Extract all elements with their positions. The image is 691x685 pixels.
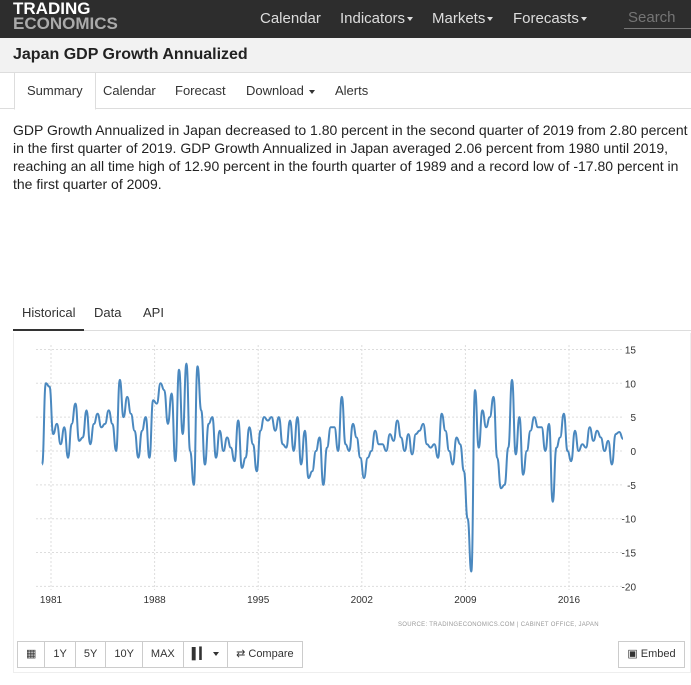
title-bar: Japan GDP Growth Annualized [0, 38, 691, 73]
y-tick-label: -5 [627, 481, 636, 492]
date-picker-button[interactable]: ▦ [18, 642, 46, 667]
y-tick-label: 0 [630, 447, 636, 458]
chart-toolbar: ▦ 1Y 5Y 10Y MAX ▌▎ ⇄ Compare [17, 641, 303, 668]
y-tick-label: 10 [625, 379, 637, 390]
bar-chart-icon: ▌▎ [191, 648, 209, 660]
caret-down-icon [407, 17, 414, 22]
tab-data[interactable]: Data [94, 305, 122, 320]
tab-historical[interactable]: Historical [13, 298, 85, 331]
compare-label: Compare [248, 648, 294, 660]
y-tick-label: -20 [622, 582, 637, 593]
y-tick-label: 5 [630, 413, 636, 424]
tab-forecast[interactable]: Forecast [175, 83, 226, 98]
x-tick-label: 2002 [351, 595, 374, 606]
compare-button[interactable]: ⇄ Compare [228, 642, 302, 667]
embed-button[interactable]: ▣ Embed [618, 641, 685, 668]
range-5y-button[interactable]: 5Y [76, 642, 107, 667]
page-title: Japan GDP Growth Annualized [13, 46, 248, 63]
tab-alerts[interactable]: Alerts [335, 83, 369, 98]
summary-text: GDP Growth Annualized in Japan decreased… [13, 122, 688, 192]
main-tabs: Summary Calendar Forecast Download Alert… [0, 73, 691, 110]
embed-label: Embed [640, 648, 676, 660]
nav-indicators-label: Indicators [340, 10, 406, 27]
caret-down-icon [487, 17, 494, 22]
tab-summary[interactable]: Summary [14, 73, 96, 110]
top-navbar: TRADING ECONOMICS Calendar Indicators Ma… [0, 0, 691, 38]
x-tick-label: 2009 [454, 595, 477, 606]
caret-down-icon [580, 17, 587, 22]
logo[interactable]: TRADING ECONOMICS [13, 0, 118, 33]
logo-line1: TRADING [13, 0, 91, 18]
y-tick-label: -10 [622, 515, 637, 526]
logo-line2: ECONOMICS [13, 14, 118, 33]
series-line-gdp-growth [41, 362, 624, 573]
chart-type-button[interactable]: ▌▎ [184, 642, 229, 667]
tab-download[interactable]: Download [234, 73, 327, 109]
search-input[interactable] [624, 6, 691, 29]
tab-calendar[interactable]: Calendar [103, 83, 156, 98]
x-tick-label: 1995 [247, 595, 270, 606]
tab-api[interactable]: API [143, 305, 164, 320]
nav-markets-label: Markets [432, 10, 486, 27]
nav-calendar[interactable]: Calendar [260, 10, 321, 27]
x-tick-label: 1988 [143, 595, 166, 606]
caret-down-icon [309, 89, 316, 94]
nav-forecasts[interactable]: Forecasts [513, 10, 587, 27]
nav-forecasts-label: Forecasts [513, 10, 579, 27]
range-10y-button[interactable]: 10Y [106, 642, 143, 667]
range-1y-button[interactable]: 1Y [45, 642, 76, 667]
caret-down-icon [213, 652, 220, 657]
nav-markets[interactable]: Markets [432, 10, 494, 27]
shuffle-icon: ⇄ [236, 648, 246, 660]
y-tick-label: -15 [622, 549, 637, 560]
x-tick-label: 2016 [558, 595, 581, 606]
tab-download-label: Download [246, 83, 304, 98]
image-icon: ▣ [627, 648, 638, 660]
range-max-button[interactable]: MAX [143, 642, 184, 667]
calendar-icon: ▦ [26, 648, 37, 660]
x-tick-label: 1981 [40, 595, 63, 606]
chart-tabs: Historical Data API [13, 298, 691, 331]
chart-source: SOURCE: TRADINGECONOMICS.COM | CABINET O… [398, 622, 599, 628]
y-tick-label: 15 [625, 345, 637, 356]
nav-indicators[interactable]: Indicators [340, 10, 414, 27]
